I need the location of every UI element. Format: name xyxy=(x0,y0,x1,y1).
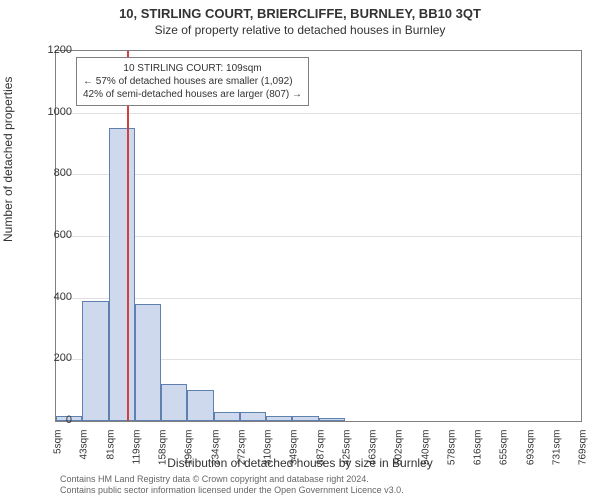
histogram-bar xyxy=(292,416,318,421)
xtick-label: 731sqm xyxy=(551,430,562,466)
marker-line xyxy=(127,51,129,421)
xtick-label: 655sqm xyxy=(499,430,510,466)
xtick-label: 158sqm xyxy=(158,430,169,466)
xtick-label: 234sqm xyxy=(210,430,221,466)
footer-line2: Contains public sector information licen… xyxy=(60,485,404,496)
histogram-bar xyxy=(266,416,292,421)
histogram-bar xyxy=(319,418,345,421)
xtick-label: 616sqm xyxy=(473,430,484,466)
xtick-label: 119sqm xyxy=(131,430,142,465)
xtick-label: 272sqm xyxy=(236,430,247,466)
ytick-label: 1000 xyxy=(42,106,72,118)
x-axis-label: Distribution of detached houses by size … xyxy=(0,456,600,470)
histogram-bar xyxy=(82,301,108,421)
ytick-label: 200 xyxy=(42,352,72,364)
gridline xyxy=(56,174,581,175)
ytick-label: 1200 xyxy=(42,44,72,56)
xtick-label: 540sqm xyxy=(420,430,431,466)
ytick-label: 0 xyxy=(42,414,72,426)
xtick-label: 502sqm xyxy=(394,430,405,466)
footer-line1: Contains HM Land Registry data © Crown c… xyxy=(60,474,404,485)
xtick-label: 196sqm xyxy=(184,430,195,466)
xtick-label: 578sqm xyxy=(446,430,457,466)
chart-container: 10, STIRLING COURT, BRIERCLIFFE, BURNLEY… xyxy=(0,0,600,500)
histogram-bar xyxy=(214,412,240,421)
xtick-label: 5sqm xyxy=(53,430,64,454)
ytick-label: 400 xyxy=(42,291,72,303)
info-box-title: 10 STIRLING COURT: 109sqm xyxy=(83,62,302,75)
xtick-label: 463sqm xyxy=(368,430,379,466)
chart-title-main: 10, STIRLING COURT, BRIERCLIFFE, BURNLEY… xyxy=(0,0,600,21)
xtick-label: 81sqm xyxy=(105,430,116,460)
histogram-bar xyxy=(109,128,135,421)
xtick-label: 43sqm xyxy=(79,430,90,460)
histogram-bar xyxy=(187,390,213,421)
histogram-bar xyxy=(135,304,161,421)
gridline xyxy=(56,298,581,299)
xtick-label: 425sqm xyxy=(341,430,352,466)
info-box-line2: 42% of semi-detached houses are larger (… xyxy=(83,88,302,101)
xtick-label: 349sqm xyxy=(289,430,300,466)
xtick-label: 769sqm xyxy=(578,430,589,466)
gridline xyxy=(56,236,581,237)
y-axis-label: Number of detached properties xyxy=(1,77,15,242)
xtick-label: 693sqm xyxy=(525,430,536,466)
footer-attribution: Contains HM Land Registry data © Crown c… xyxy=(60,474,404,496)
info-box-line1: ← 57% of detached houses are smaller (1,… xyxy=(83,75,302,88)
chart-plot-area: 10 STIRLING COURT: 109sqm ← 57% of detac… xyxy=(55,50,582,422)
xtick-label: 310sqm xyxy=(263,430,274,466)
histogram-bar xyxy=(240,412,266,421)
ytick-label: 600 xyxy=(42,229,72,241)
gridline xyxy=(56,113,581,114)
xtick-label: 387sqm xyxy=(315,430,326,466)
ytick-label: 800 xyxy=(42,167,72,179)
info-box: 10 STIRLING COURT: 109sqm ← 57% of detac… xyxy=(76,57,309,106)
histogram-bar xyxy=(161,384,187,421)
chart-title-sub: Size of property relative to detached ho… xyxy=(0,21,600,37)
